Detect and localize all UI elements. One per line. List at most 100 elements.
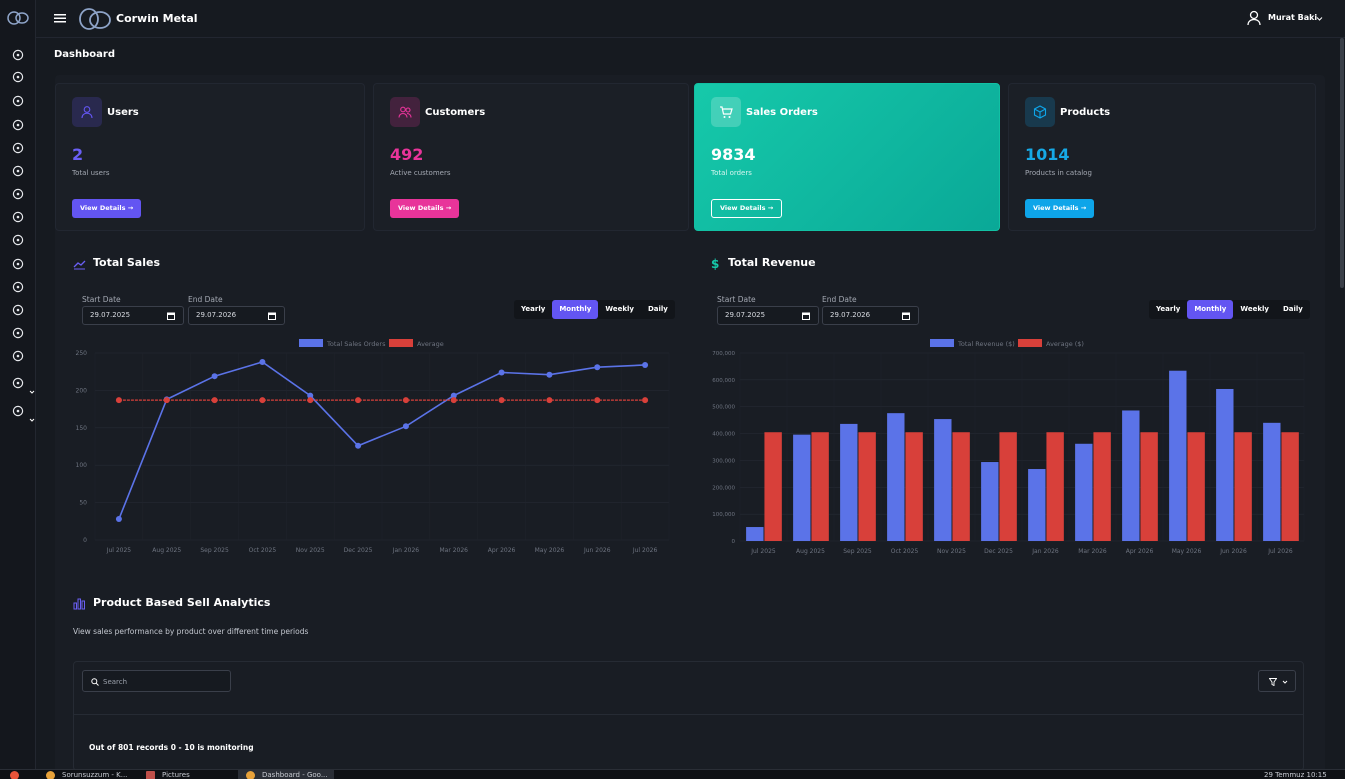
chevron-down-icon[interactable] (29, 380, 35, 394)
period-weekly-button[interactable]: Weekly (1240, 305, 1269, 313)
gear-icon[interactable] (11, 404, 25, 418)
data-point[interactable] (546, 397, 553, 404)
logo-icon[interactable] (7, 9, 29, 27)
list-icon[interactable] (11, 187, 25, 201)
bar[interactable] (981, 462, 999, 541)
revenue-end-date-input[interactable]: 29.07.2026 (822, 306, 919, 325)
view-details-button[interactable]: View Details → (711, 199, 783, 218)
data-point[interactable] (163, 397, 170, 404)
bar[interactable] (1046, 432, 1064, 541)
bar[interactable] (1140, 432, 1158, 541)
files-icon[interactable] (11, 257, 25, 271)
bar[interactable] (1169, 370, 1187, 541)
data-point[interactable] (115, 397, 122, 404)
bar[interactable] (1075, 443, 1093, 541)
history-icon[interactable] (11, 94, 25, 108)
scrollbar[interactable] (1340, 38, 1344, 288)
bar[interactable] (811, 432, 829, 541)
bar[interactable] (1263, 422, 1281, 541)
data-point[interactable] (115, 516, 122, 523)
bar[interactable] (1093, 432, 1111, 541)
data-point[interactable] (546, 371, 553, 378)
data-point[interactable] (450, 397, 457, 404)
calendar-icon[interactable] (802, 312, 810, 320)
bar[interactable] (905, 432, 923, 541)
data-point[interactable] (402, 397, 409, 404)
data-point[interactable] (594, 397, 601, 404)
search-box[interactable] (82, 670, 231, 692)
filter-button[interactable] (1258, 670, 1296, 692)
user-name[interactable]: Murat Baki (1268, 13, 1318, 22)
cloud-icon[interactable] (11, 376, 25, 390)
bar[interactable] (1281, 432, 1299, 541)
view-details-button[interactable]: View Details → (72, 199, 142, 218)
settings-icon[interactable] (11, 141, 25, 155)
revenue-start-date-input[interactable]: 29.07.2025 (717, 306, 819, 325)
user-icon[interactable] (1247, 10, 1261, 26)
clock[interactable]: 29 Temmuz 10:15 (1264, 771, 1327, 779)
bar[interactable] (858, 432, 876, 541)
data-point[interactable] (259, 397, 266, 404)
period-weekly-button[interactable]: Weekly (605, 305, 634, 313)
data-point[interactable] (642, 361, 649, 368)
chevron-down-icon[interactable] (29, 408, 35, 422)
calendar-icon[interactable] (167, 312, 175, 320)
bar[interactable] (999, 432, 1017, 541)
bar[interactable] (1122, 410, 1140, 541)
bar[interactable] (1216, 388, 1234, 541)
search-input[interactable] (103, 674, 223, 689)
bar[interactable] (1187, 432, 1205, 541)
data-point[interactable] (402, 423, 409, 430)
layers-icon[interactable] (11, 164, 25, 178)
customers-icon[interactable] (11, 210, 25, 224)
bar[interactable] (746, 527, 764, 541)
data-point[interactable] (498, 369, 505, 376)
view-details-button[interactable]: View Details → (1025, 199, 1095, 218)
taskbar-active-item[interactable] (238, 770, 334, 779)
data-point[interactable] (355, 397, 362, 404)
period-yearly-button[interactable]: Yearly (521, 305, 546, 313)
bar[interactable] (1234, 432, 1252, 541)
app-launcher-icon[interactable] (10, 771, 19, 779)
period-daily-button[interactable]: Daily (647, 305, 668, 313)
clipboard-icon[interactable] (11, 280, 25, 294)
data-point[interactable] (498, 397, 505, 404)
period-monthly-button[interactable]: Monthly (552, 300, 599, 319)
bar[interactable] (887, 413, 905, 541)
taskbar-item[interactable]: Pictures (162, 771, 190, 779)
document-icon[interactable] (11, 326, 25, 340)
view-details-button[interactable]: View Details → (390, 199, 460, 218)
taskbar-item[interactable]: Dashboard - Goo... (262, 771, 328, 779)
box-icon[interactable] (11, 303, 25, 317)
period-monthly-button[interactable]: Monthly (1187, 300, 1234, 319)
data-point[interactable] (211, 397, 218, 404)
taskbar-item[interactable]: Sorunsuzzum - K... (62, 771, 128, 779)
period-daily-button[interactable]: Daily (1282, 305, 1303, 313)
bar[interactable] (840, 423, 858, 541)
bar[interactable] (793, 434, 811, 541)
data-point[interactable] (307, 397, 314, 404)
period-yearly-button[interactable]: Yearly (1156, 305, 1181, 313)
data-point[interactable] (450, 392, 457, 399)
copy-icon[interactable] (11, 118, 25, 132)
cart-icon[interactable] (11, 233, 25, 247)
sales-end-date-input[interactable]: 29.07.2026 (188, 306, 285, 325)
data-point[interactable] (355, 442, 362, 449)
calendar-icon[interactable] (902, 312, 910, 320)
bar[interactable] (952, 432, 970, 541)
data-point[interactable] (307, 392, 314, 399)
chevron-down-icon[interactable] (1316, 15, 1323, 22)
users-icon[interactable] (11, 70, 25, 84)
data-point[interactable] (211, 373, 218, 380)
bar[interactable] (764, 432, 782, 541)
eye-icon[interactable] (11, 48, 25, 62)
report-icon[interactable] (11, 349, 25, 363)
sales-start-date-input[interactable]: 29.07.2025 (82, 306, 184, 325)
menu-icon[interactable] (54, 13, 66, 23)
bar[interactable] (1028, 469, 1046, 541)
calendar-icon[interactable] (268, 312, 276, 320)
data-point[interactable] (642, 397, 649, 404)
data-point[interactable] (259, 358, 266, 365)
data-point[interactable] (594, 364, 601, 371)
bar[interactable] (934, 419, 952, 541)
